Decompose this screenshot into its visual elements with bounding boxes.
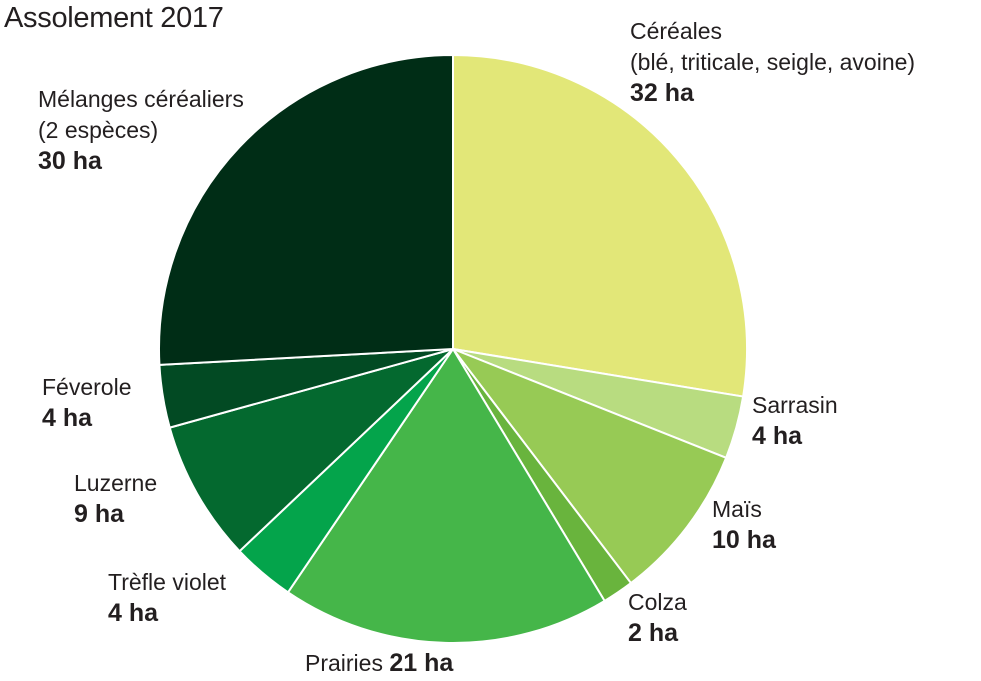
pie-slice-prairies [287, 348, 606, 644]
chart-title: Assolement 2017 [4, 2, 224, 34]
label-trefle-violet-name: Trèfle violet [108, 569, 227, 595]
label-mais-name: Maïs [712, 496, 762, 522]
label-sarrasin-value: 4 ha [752, 422, 803, 450]
label-melanges-cerealiers: Mélanges céréaliers (2 espèces) 30 ha [38, 84, 244, 177]
label-colza-name: Colza [628, 589, 687, 615]
label-cereales-value: 32 ha [630, 79, 694, 107]
label-cereales-name: Céréales [630, 18, 723, 44]
label-cereales-sublabel: (blé, triticale, seigle, avoine) [630, 49, 916, 75]
label-trefle-violet-value: 4 ha [108, 599, 159, 627]
label-feverole-name: Féverole [42, 374, 132, 400]
label-melanges-cerealiers-name: Mélanges céréaliers [38, 86, 244, 112]
label-melanges-cerealiers-value: 30 ha [38, 147, 102, 175]
label-colza: Colza 2 ha [628, 587, 687, 649]
label-colza-value: 2 ha [628, 619, 679, 647]
label-melanges-cerealiers-sublabel: (2 espèces) [38, 117, 159, 143]
label-luzerne-name: Luzerne [74, 470, 158, 496]
pie-slice-luzerne [168, 348, 454, 553]
label-luzerne-value: 9 ha [74, 500, 125, 528]
label-mais-value: 10 ha [712, 526, 776, 554]
pie-slice-melanges-cerealiers [158, 54, 454, 366]
label-cereales: Céréales (blé, triticale, seigle, avoine… [630, 16, 915, 109]
label-prairies-value: 21 ha [389, 649, 454, 677]
label-prairies: Prairies 21 ha [305, 648, 453, 679]
label-luzerne: Luzerne 9 ha [74, 468, 157, 530]
label-feverole-value: 4 ha [42, 404, 93, 432]
label-feverole: Féverole 4 ha [42, 372, 131, 434]
label-sarrasin-name: Sarrasin [752, 392, 838, 418]
pie-slice-mais [452, 348, 728, 585]
label-trefle-violet: Trèfle violet 4 ha [108, 567, 226, 629]
label-prairies-name: Prairies [305, 650, 383, 676]
label-sarrasin: Sarrasin 4 ha [752, 390, 838, 452]
pie-slice-cereales [452, 54, 748, 398]
label-mais: Maïs 10 ha [712, 494, 776, 556]
